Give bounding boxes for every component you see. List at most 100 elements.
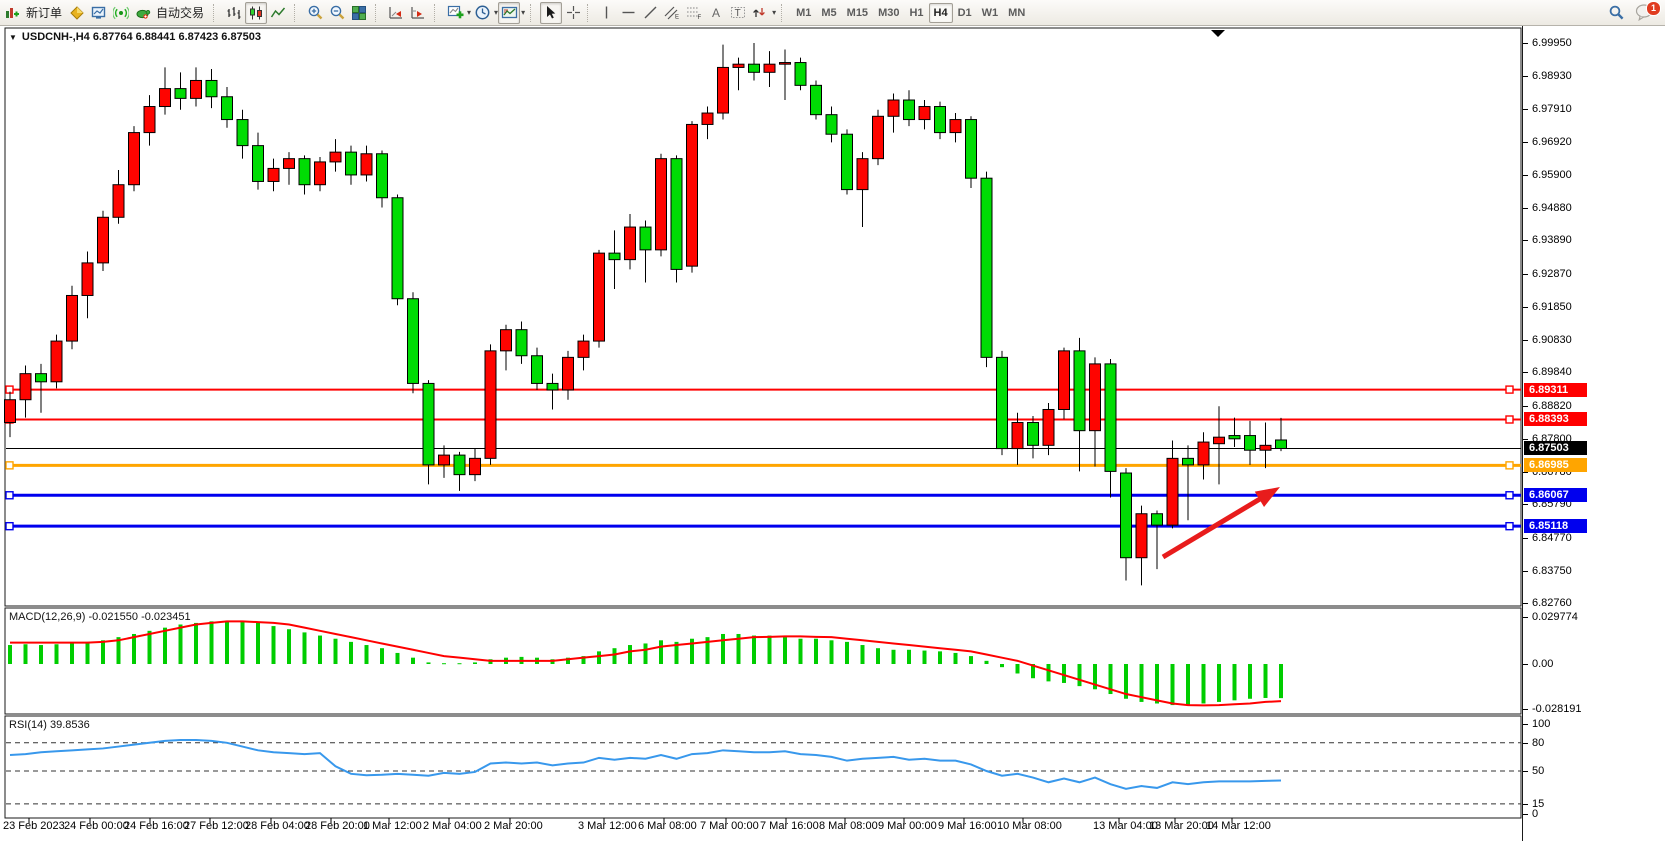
time-axis-label: 23 Feb 2023	[3, 820, 65, 832]
macd-bar	[271, 626, 276, 664]
timeframe-button-mn[interactable]: MN	[1008, 6, 1026, 19]
timeframe-button-w1[interactable]: W1	[981, 6, 999, 19]
timeframe-button-m30[interactable]: M30	[878, 6, 900, 19]
candle	[918, 106, 931, 121]
macd-bar	[783, 637, 787, 664]
rsi-tick-label: 100	[1532, 718, 1551, 730]
auto-scroll-button[interactable]	[385, 2, 407, 24]
time-axis[interactable]: 23 Feb 2023 24 Feb 00:00 24 Feb 16:00 27 Fe…	[0, 820, 1522, 840]
chart-shift-group	[383, 0, 431, 25]
fibonacci-tool-button[interactable]: F	[683, 2, 705, 24]
line-anchor-right-support-line-2[interactable]	[1505, 521, 1514, 531]
candle	[50, 340, 63, 383]
macd-bar	[473, 662, 477, 664]
macd-tick-dash	[1523, 664, 1528, 665]
rsi-tick-dash	[1523, 742, 1528, 744]
price-tick-label: 6.83750	[1532, 564, 1572, 577]
market-watch-button[interactable]	[66, 2, 88, 24]
auto-trading-label[interactable]: 自动交易	[156, 6, 205, 20]
macd-tick-dash	[1523, 616, 1528, 618]
macd-bar	[1062, 664, 1066, 683]
candle	[748, 63, 760, 73]
rsi-tick-label: 80	[1532, 736, 1545, 749]
tile-windows-button[interactable]	[348, 2, 370, 24]
line-anchor-left-support-line-1[interactable]	[5, 491, 14, 500]
label-tool-button[interactable]: T	[727, 2, 749, 24]
macd-bar	[1139, 664, 1144, 702]
timeframe-button-m15[interactable]: M15	[846, 6, 869, 19]
periods-button[interactable]	[471, 2, 493, 24]
auto-trading-button[interactable]	[132, 2, 154, 24]
chart-shift-marker-icon[interactable]	[1211, 30, 1225, 37]
bar-chart-button[interactable]	[223, 2, 245, 24]
price-tick-label: 6.89840	[1532, 366, 1572, 379]
trendline-tool-button[interactable]	[639, 2, 661, 24]
time-axis-label: 28 Feb 20:00	[305, 820, 370, 832]
price-tick-label: 6.98930	[1532, 70, 1572, 83]
trend-arrow-head[interactable]	[1254, 487, 1280, 508]
symbol-dropdown-icon[interactable]: ▼	[9, 32, 17, 42]
arrows-tool-button[interactable]	[749, 2, 771, 24]
time-axis-label: 13 Mar 20:00	[1149, 820, 1214, 832]
timeframe-button-m5[interactable]: M5	[821, 6, 837, 19]
vertical-line-tool-button[interactable]	[595, 2, 617, 24]
line-anchor-right-pivot-line[interactable]	[1505, 461, 1514, 470]
templates-button[interactable]	[498, 1, 521, 24]
rsi-line	[9, 738, 1282, 790]
crosshair-tool-button[interactable]	[562, 2, 584, 24]
signals-button[interactable]	[110, 2, 132, 24]
templates-dropdown-caret[interactable]: ▾	[521, 7, 526, 17]
crosshair-icon	[566, 6, 580, 19]
candle	[934, 106, 946, 134]
macd-bar	[411, 657, 415, 664]
macd-bar	[829, 640, 834, 664]
timeframe-button-h4[interactable]: H4	[928, 2, 953, 23]
search-button[interactable]	[1605, 2, 1627, 24]
candle	[484, 350, 497, 459]
candle	[794, 62, 807, 86]
price-tick-dash	[1523, 141, 1528, 143]
data-window-button[interactable]	[88, 2, 110, 24]
search-icon	[1609, 5, 1623, 20]
macd-bar	[116, 637, 121, 664]
new-order-label[interactable]: 新订单	[26, 6, 63, 20]
line-anchor-right-support-line-1[interactable]	[1505, 491, 1514, 500]
arrows-dropdown-caret[interactable]: ▾	[772, 7, 777, 17]
line-anchor-left-support-line-2[interactable]	[5, 521, 14, 531]
periods-dropdown-caret[interactable]: ▾	[494, 7, 499, 17]
cursor-tool-button[interactable]	[540, 1, 563, 24]
price-tick-dash	[1523, 306, 1528, 308]
zoom-out-button[interactable]	[326, 2, 348, 24]
line-anchor-right-resistance-line-1[interactable]	[1505, 385, 1514, 394]
horizontal-line-tool-button[interactable]	[617, 2, 639, 24]
candle	[4, 399, 16, 424]
line-anchor-right-resistance-line-2[interactable]	[1505, 415, 1514, 424]
toolbar-separator	[587, 3, 592, 22]
candle	[236, 119, 249, 147]
indicators-dropdown-caret[interactable]: ▾	[467, 7, 472, 17]
timeframe-button-h1[interactable]: H1	[909, 6, 924, 19]
macd-bar	[628, 645, 632, 664]
zoom-in-button[interactable]	[304, 2, 326, 24]
rsi-tick-dash	[1523, 724, 1528, 725]
timeframe-button-d1[interactable]: D1	[957, 6, 972, 19]
price-tick-dash	[1523, 405, 1528, 407]
rsi-pane-frame	[4, 715, 1522, 819]
chart-shift-button[interactable]	[407, 2, 429, 24]
chat-button[interactable]: 1	[1635, 0, 1661, 24]
macd-bar	[194, 622, 198, 664]
line-chart-button[interactable]	[267, 2, 289, 24]
trend-arrow-shaft[interactable]	[1161, 495, 1265, 560]
new-order-button[interactable]	[2, 2, 24, 24]
price-axis[interactable]: 6.99950 6.98930 6.97910 6.96920 6.95900 6.948…	[1522, 26, 1665, 841]
candlestick-chart-button[interactable]	[245, 1, 268, 24]
line-anchor-left-pivot-line[interactable]	[5, 461, 14, 470]
timeframe-button-m1[interactable]: M1	[796, 6, 812, 19]
channel-tool-button[interactable]: E	[661, 2, 683, 24]
text-tool-button[interactable]: A	[705, 2, 727, 24]
macd-bar	[969, 656, 973, 664]
price-tick-dash	[1523, 208, 1528, 210]
auto-scroll-icon	[389, 6, 403, 19]
indicators-button[interactable]	[444, 2, 466, 24]
